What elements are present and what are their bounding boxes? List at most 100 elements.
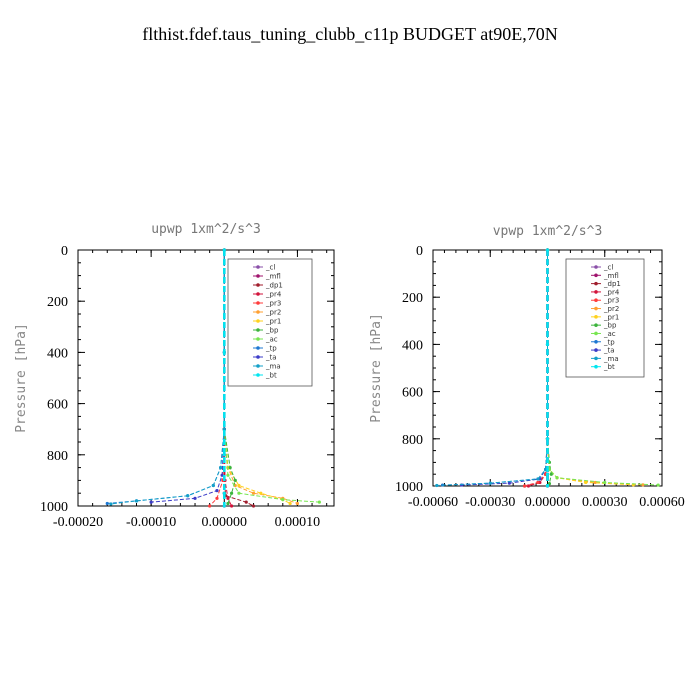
series-point-ac [237,491,241,495]
x-tick-label: 0.00030 [582,495,628,510]
legend-marker [256,346,260,350]
series-point-pr1 [288,501,292,506]
legend-label: _bt [603,363,615,371]
x-tick-label: -0.00010 [126,515,176,530]
series-point-pr3 [215,496,219,500]
series-point-pr4 [226,496,230,500]
series-point-bp [228,466,232,470]
series-line-ac [223,250,320,503]
legend-label: _mfl [603,272,619,280]
x-tick-label: -0.00030 [465,495,515,510]
series-point-pr1 [237,483,241,488]
series-point-tp [105,501,109,506]
legend-marker [256,274,260,278]
legend-marker [256,283,260,287]
legend-label: _bt [265,372,277,380]
series-point-bt [222,491,226,495]
legend-label: _ma [265,363,281,371]
legend-label: _cl [265,264,275,272]
legend-marker [594,348,598,352]
legend-label: _ma [603,355,619,363]
series-point-bt [222,350,226,354]
series-point-pr1 [584,480,588,485]
series-point-bt [222,504,226,508]
series-line-ta [151,250,225,503]
x-tick-label: 0.00060 [639,495,685,510]
legend: _cl_mfl_dp1_pr4_pr3_pr2_pr1_bp_ac_tp_ta_… [565,258,645,378]
series-point-ma [186,494,190,498]
legend-label: _pr2 [603,305,619,313]
series-point-ac [281,498,285,502]
y-tick-label: 400 [402,338,423,353]
legend-label: _dp1 [265,282,283,290]
series-point-bp [226,501,230,506]
series-line-ma [110,250,225,505]
legend-marker [594,306,598,311]
legend-marker [256,319,260,323]
legend-marker [594,281,598,286]
series-line-bp [223,250,236,504]
legend-marker [256,292,260,296]
series-point-bp [233,478,237,482]
legend-label: _tp [603,338,615,346]
legend-marker [594,298,598,303]
legend-marker [256,355,260,359]
legend-label: _ta [265,354,277,362]
series-point-ma [134,499,139,503]
series-point-ac [555,476,559,480]
series-point-ma [435,483,439,488]
legend-label: _bp [603,322,617,330]
series-point-bp [230,491,234,495]
series-point-dp1 [244,500,248,504]
panel-title: upwp 1xm^2/s^3 [151,222,261,237]
legend-marker [256,310,260,314]
series-point-pr1 [259,491,263,495]
series-point-pr4 [230,504,234,508]
series-line-tp [442,250,548,486]
series-point-ma [536,477,540,481]
series-point-ma [211,483,215,488]
legend-label: _ta [603,347,615,355]
legend-label: _cl [603,264,613,272]
legend-marker [256,373,260,377]
y-tick-label: 400 [47,346,68,361]
series-point-ac [603,480,607,485]
legend-marker [594,356,598,361]
x-tick-label: -0.00060 [408,495,458,510]
y-tick-label: 800 [402,433,423,448]
y-tick-label: 800 [47,449,68,464]
x-tick-label: 0.00000 [525,495,571,510]
legend-label: _pr4 [603,288,620,296]
y-tick-label: 200 [402,291,423,306]
series-point-ac [317,500,321,504]
y-tick-label: 1000 [40,500,68,515]
legend-marker [256,328,260,332]
legend: _cl_mfl_dp1_pr4_pr3_pr2_pr1_bp_ac_tp_ta_… [227,258,313,387]
series-point-bt [222,453,226,457]
series-point-ma [488,481,492,485]
panel-upwp: upwp 1xm^2/s^3 Pressure [hPa] 0 200 400 600 80… [14,222,335,530]
legend-label: _pr1 [265,318,281,326]
legend-marker [594,323,598,327]
figure-title: flthist.fdef.taus_tuning_clubb_c11p BUDG… [142,24,557,44]
legend-marker [594,265,598,269]
series-point-bt [545,437,550,441]
y-tick-label: 600 [47,398,68,413]
x-tick-label: -0.00020 [53,515,103,530]
series-line-ta [461,250,548,486]
legend-label: _bp [265,327,279,335]
legend-label: _mfl [265,273,281,281]
y-axis-label: Pressure [hPa] [14,323,29,433]
x-tick-label: 0.00000 [202,515,248,530]
legend-label: _pr1 [603,313,619,321]
y-tick-label: 600 [402,386,423,401]
series-point-pr3 [523,484,527,488]
series-point-ta [149,500,153,504]
series-point-bt [545,472,550,476]
series-line-pr3 [524,250,548,487]
series-point-dp1 [251,504,256,508]
legend-box [565,258,645,378]
legend-marker [594,273,598,278]
series-point-ma [109,502,113,506]
